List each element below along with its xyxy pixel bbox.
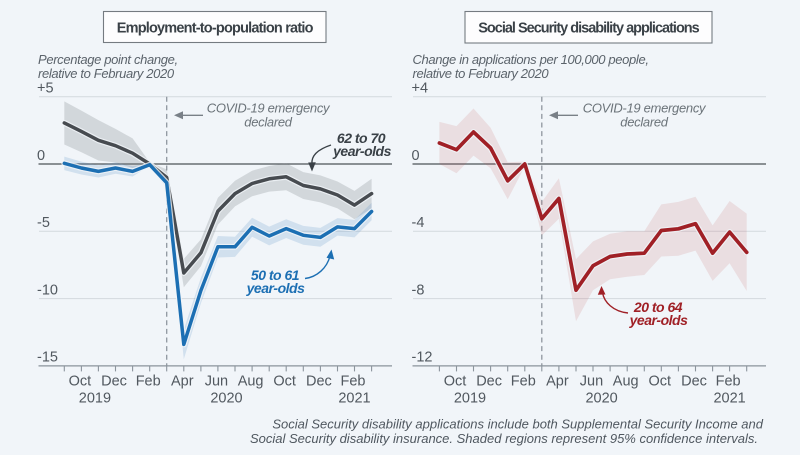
- svg-text:Aug: Aug: [238, 374, 264, 390]
- svg-text:Change in applications per 100: Change in applications per 100,000 peopl…: [413, 52, 649, 67]
- svg-text:year-olds: year-olds: [629, 312, 688, 328]
- svg-text:year-olds: year-olds: [332, 143, 391, 159]
- svg-text:-4: -4: [412, 215, 425, 231]
- svg-text:+5: +5: [37, 81, 54, 97]
- svg-text:+4: +4: [412, 81, 429, 97]
- svg-text:Jun: Jun: [580, 374, 603, 390]
- svg-text:2021: 2021: [713, 391, 745, 407]
- svg-text:Feb: Feb: [341, 374, 366, 390]
- svg-text:Employment-to-population ratio: Employment-to-population ratio: [117, 21, 314, 37]
- svg-text:Apr: Apr: [546, 374, 569, 390]
- svg-text:Jun: Jun: [205, 374, 228, 390]
- svg-text:Social Security disability app: Social Security disability applications …: [272, 417, 763, 432]
- svg-text:2019: 2019: [454, 391, 486, 407]
- svg-text:Social Security disability app: Social Security disability applications: [478, 21, 699, 37]
- svg-text:Oct: Oct: [444, 374, 467, 390]
- svg-text:COVID-19 emergency: COVID-19 emergency: [583, 101, 707, 116]
- svg-text:-15: -15: [37, 350, 58, 366]
- svg-text:Aug: Aug: [613, 374, 639, 390]
- svg-text:62 to 70: 62 to 70: [337, 130, 386, 146]
- svg-text:Dec: Dec: [476, 374, 502, 390]
- svg-text:-10: -10: [37, 282, 58, 298]
- svg-text:declared: declared: [244, 115, 293, 130]
- svg-text:Percentage point change,: Percentage point change,: [38, 52, 178, 67]
- svg-text:relative to February 2020: relative to February 2020: [38, 66, 175, 81]
- svg-text:20 to 64: 20 to 64: [633, 299, 683, 315]
- svg-text:Social Security disability ins: Social Security disability insurance. Sh…: [250, 431, 758, 446]
- svg-text:0: 0: [37, 148, 45, 164]
- svg-text:relative to February 2020: relative to February 2020: [413, 66, 550, 81]
- svg-text:0: 0: [412, 148, 420, 164]
- svg-text:Oct: Oct: [69, 374, 92, 390]
- svg-text:-8: -8: [412, 282, 425, 298]
- svg-text:2020: 2020: [210, 391, 242, 407]
- svg-text:Feb: Feb: [136, 374, 161, 390]
- svg-text:Oct: Oct: [649, 374, 672, 390]
- svg-text:Dec: Dec: [101, 374, 127, 390]
- svg-text:Oct: Oct: [273, 374, 296, 390]
- svg-text:2019: 2019: [79, 391, 111, 407]
- svg-text:Dec: Dec: [306, 374, 332, 390]
- svg-text:2020: 2020: [585, 391, 617, 407]
- svg-text:2021: 2021: [338, 391, 370, 407]
- svg-text:declared: declared: [620, 115, 669, 130]
- svg-text:Feb: Feb: [511, 374, 536, 390]
- svg-text:-12: -12: [412, 350, 433, 366]
- svg-text:Dec: Dec: [681, 374, 707, 390]
- svg-text:COVID-19 emergency: COVID-19 emergency: [207, 101, 331, 116]
- svg-text:-5: -5: [37, 215, 50, 231]
- svg-text:Feb: Feb: [716, 374, 741, 390]
- svg-text:Apr: Apr: [171, 374, 194, 390]
- svg-text:year-olds: year-olds: [246, 280, 305, 296]
- svg-text:50 to 61: 50 to 61: [251, 267, 300, 283]
